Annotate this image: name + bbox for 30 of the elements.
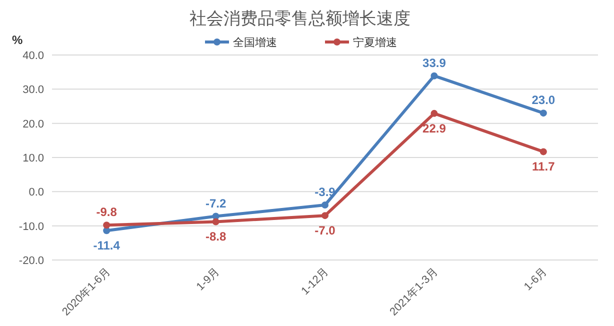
chart-title: 社会消费品零售总额增长速度 bbox=[190, 9, 410, 28]
data-label: -7.0 bbox=[314, 224, 336, 238]
point bbox=[540, 148, 547, 156]
legend-label: 全国增速 bbox=[233, 36, 277, 49]
data-label: -9.8 bbox=[96, 205, 118, 220]
legend-label: 宁夏增速 bbox=[353, 36, 397, 49]
y-tick-label: 10.0 bbox=[22, 152, 44, 164]
data-label: -7.2 bbox=[205, 196, 226, 210]
y-tick-label: 30.0 bbox=[22, 84, 44, 96]
x-tick-label: 1-9月 bbox=[194, 266, 222, 294]
data-label: 23.0 bbox=[532, 93, 556, 108]
y-tick-label: 0.0 bbox=[28, 186, 44, 199]
y-tick-label: -20.0 bbox=[18, 255, 44, 267]
y-tick-label: -10.0 bbox=[18, 220, 44, 233]
y-tick-label: 40.0 bbox=[22, 50, 44, 62]
point bbox=[322, 212, 328, 220]
point bbox=[322, 201, 328, 208]
point bbox=[212, 218, 220, 226]
data-label: 22.9 bbox=[422, 121, 446, 136]
x-tick-label: 1-6月 bbox=[522, 266, 550, 294]
point bbox=[103, 222, 110, 229]
data-label: -11.4 bbox=[93, 238, 120, 253]
y-axis-title: % bbox=[12, 33, 23, 47]
data-label: 33.9 bbox=[422, 56, 446, 70]
point bbox=[540, 110, 547, 117]
point bbox=[430, 72, 438, 80]
data-label: 11.7 bbox=[532, 160, 556, 174]
y-tick-label: 20.0 bbox=[22, 118, 44, 130]
data-label: -8.8 bbox=[205, 230, 226, 244]
point bbox=[430, 110, 438, 117]
